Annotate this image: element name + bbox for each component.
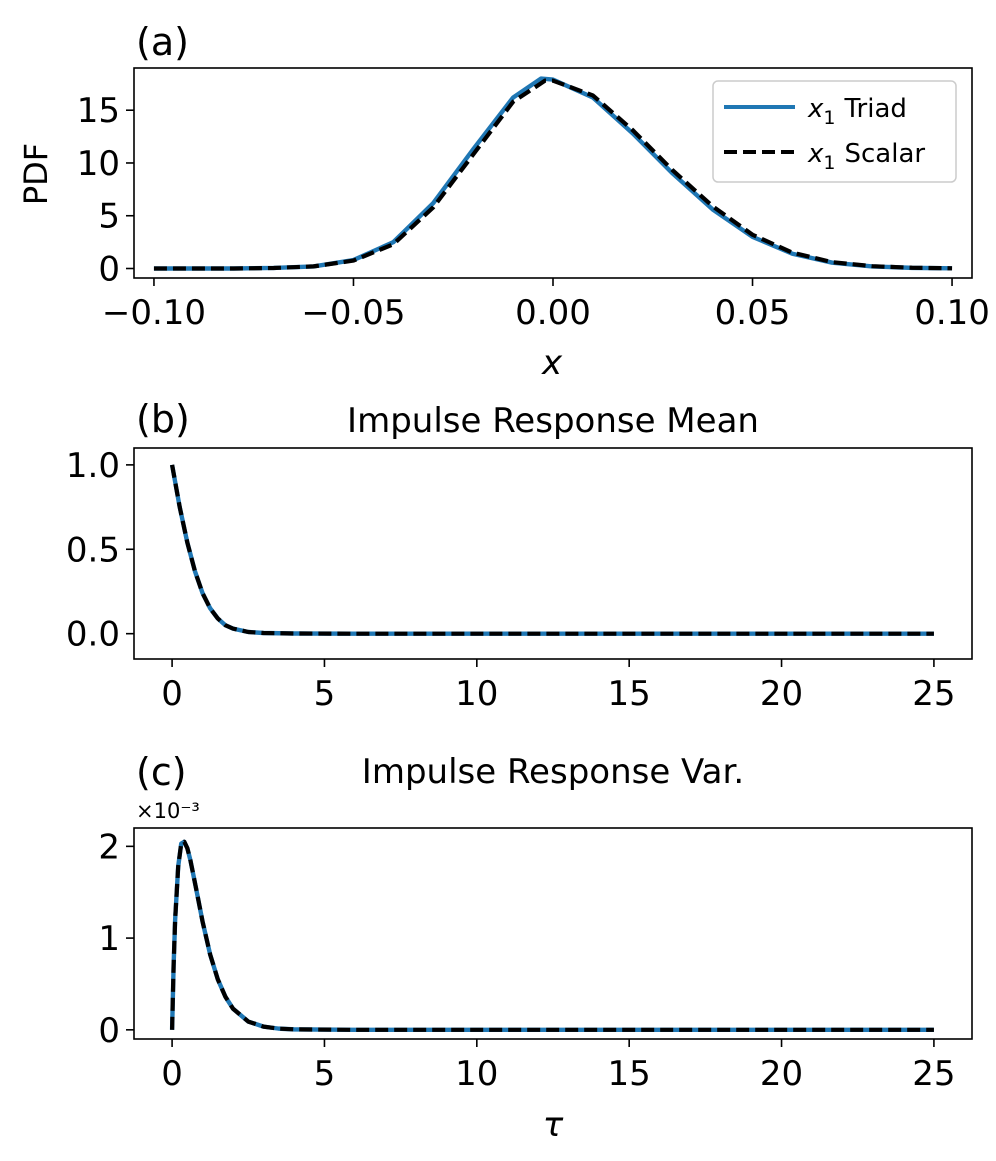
- x-tick-label-b: 5: [314, 674, 336, 714]
- x-tick-label-b: 20: [760, 674, 803, 714]
- chart-title-c: Impulse Response Var.: [362, 752, 744, 792]
- chart-title-b: Impulse Response Mean: [347, 401, 759, 441]
- series-line-c-scalar: [169, 839, 934, 1032]
- x-tick-label-b: 10: [455, 674, 498, 714]
- x-tick-label-c: 10: [455, 1054, 498, 1094]
- series-line-b-scalar: [170, 464, 934, 636]
- y-offset-text-c: ×10⁻³: [136, 799, 200, 823]
- x-tick-label-b: 25: [912, 674, 955, 714]
- x-tick-label-b: 0: [161, 674, 183, 714]
- x-tick-label-c: 25: [912, 1054, 955, 1094]
- legend-var: x: [807, 139, 824, 169]
- axes-frame-c: [133, 827, 973, 1040]
- legend-entry-scalar: x1 Scalar: [807, 139, 925, 174]
- x-tick-label-c: 0: [161, 1054, 183, 1094]
- y-tick-label-a: 0: [98, 250, 120, 290]
- x-tick-label-c: 5: [314, 1054, 336, 1094]
- legend-a: x1 Triad x1 Scalar: [712, 80, 957, 183]
- x-tick-label-c: 15: [608, 1054, 651, 1094]
- y-tick-label-c: 0: [98, 1011, 120, 1051]
- y-tick-label-b: 0.0: [66, 615, 120, 655]
- legend-label-scalar: Scalar: [844, 139, 925, 169]
- y-tick-label-a: 10: [77, 144, 120, 184]
- x-tick-label-a: −0.10: [102, 293, 206, 333]
- legend-sub: 1: [823, 107, 835, 129]
- x-tick-label-a: 0.10: [914, 293, 990, 333]
- x-axis-label-a: x: [541, 343, 563, 383]
- x-tick-label-c: 20: [760, 1054, 803, 1094]
- legend-label-triad: Triad: [843, 94, 906, 124]
- y-tick-label-a: 15: [77, 91, 120, 131]
- plot-area-a: [153, 76, 953, 271]
- y-tick-label-b: 1.0: [66, 446, 120, 486]
- x-tick-label-a: −0.05: [301, 293, 405, 333]
- x-axis-label-c: τ: [543, 1105, 564, 1145]
- y-tick-label-a: 5: [98, 197, 120, 237]
- legend-var: x: [807, 94, 824, 124]
- x-tick-label-a: 0.05: [715, 293, 791, 333]
- x-tick-label-b: 15: [608, 674, 651, 714]
- axes-frame-b: [133, 447, 973, 660]
- y-tick-label-b: 0.5: [66, 530, 120, 570]
- y-axis-label-a: PDF: [17, 143, 55, 205]
- x-tick-label-a: 0.00: [515, 293, 591, 333]
- plot-area-b: [169, 464, 934, 636]
- panel-label-b: (b): [136, 397, 190, 441]
- panel-a: (a) PDF x x1 Triad x1 Scalar −0.10 −0.05 0.0…: [17, 20, 990, 383]
- legend-entry-triad: x1 Triad: [807, 94, 907, 129]
- panel-label-a: (a): [136, 20, 189, 64]
- series-line-a-scalar: [153, 78, 953, 271]
- panel-b: (b) Impulse Response Mean 0 5 10 15 20 25 0.0 0…: [66, 397, 973, 714]
- plot-area-c: [169, 839, 934, 1033]
- legend-sub: 1: [823, 152, 835, 174]
- y-tick-label-c: 2: [98, 827, 120, 867]
- y-tick-label-c: 1: [98, 919, 120, 959]
- panel-label-c: (c): [136, 750, 187, 794]
- panel-c: (c) Impulse Response Var. ×10⁻³ τ 0 5 10 15…: [98, 750, 973, 1145]
